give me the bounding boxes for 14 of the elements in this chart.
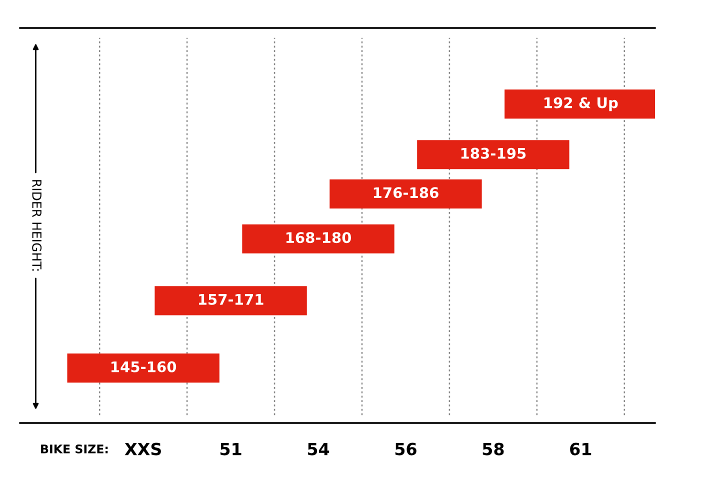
data-label: 157-171	[198, 294, 264, 305]
category-label: 61	[570, 442, 592, 456]
data-label: 168-180	[286, 232, 352, 244]
data-label: 145-160	[112, 361, 176, 372]
text: RIDER HEIGHT:	[32, 180, 42, 271]
category-label: 51	[220, 442, 242, 456]
category-label: XXS	[124, 442, 161, 456]
data-label: 183-195	[461, 148, 526, 159]
category-label: 56	[395, 442, 416, 456]
text: BIKE SIZE:	[41, 444, 108, 454]
category-label: 54	[308, 442, 330, 456]
data-label: 192 & Up	[544, 97, 618, 112]
data-label: 176-186	[374, 187, 438, 198]
category-label: 58	[482, 442, 504, 456]
